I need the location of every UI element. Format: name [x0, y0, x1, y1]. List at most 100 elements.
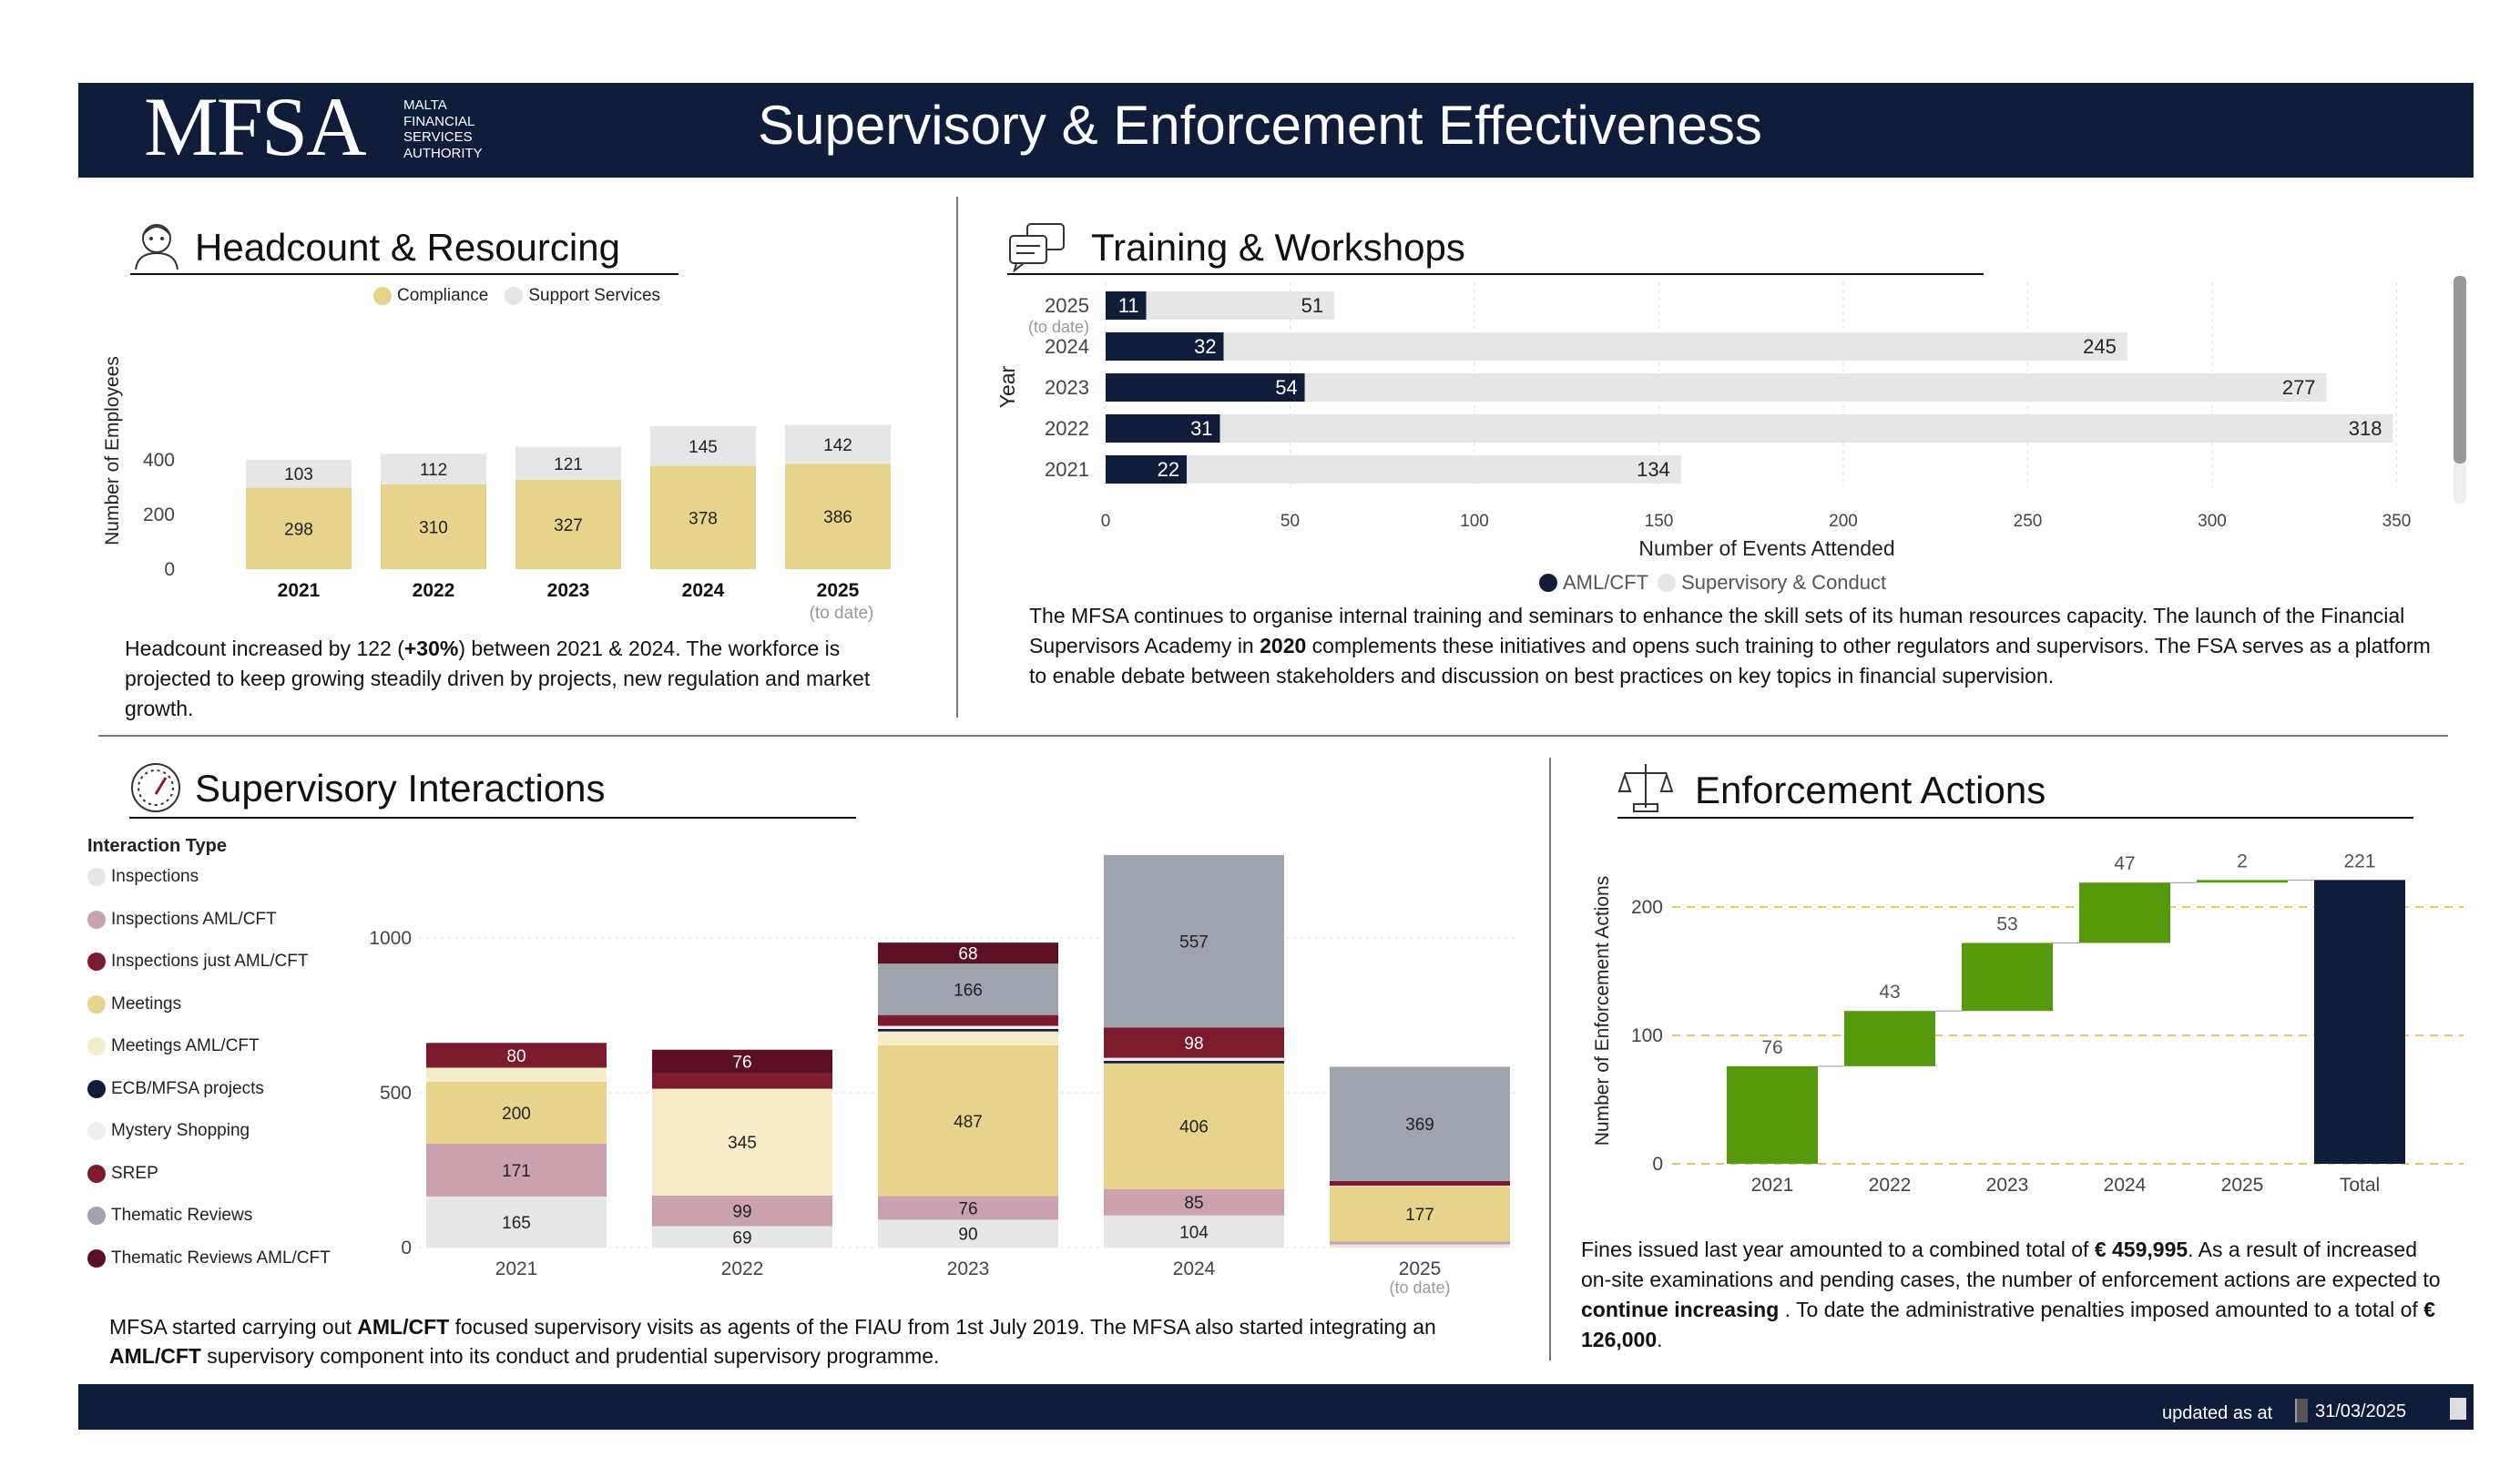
x-tick-label: 200: [1829, 512, 1858, 531]
para-bold: +30%: [403, 637, 459, 660]
data-label: 69: [732, 1228, 751, 1248]
bar-segment: [878, 1025, 1058, 1029]
bar-segment: [426, 1067, 607, 1082]
x-tick-label: 2024: [682, 580, 725, 601]
data-label: 76: [732, 1054, 751, 1073]
data-label: 310: [419, 519, 448, 538]
bar-segment: [652, 1088, 832, 1196]
data-label: 165: [502, 1214, 531, 1233]
x-tick-label: 2023: [947, 1258, 990, 1279]
para-bold: AML/CFT: [109, 1344, 201, 1368]
bar-segment: [652, 1195, 832, 1227]
x-tick-label: 2021: [495, 1258, 538, 1279]
x-tick-label: 2025: [2221, 1175, 2264, 1196]
x-tick-label: 2022: [721, 1258, 764, 1279]
data-label: 166: [954, 981, 983, 1000]
interactions-chart: 0 500 1000 165 171 200 80 2021 69 99 345 76 2022 90 76…: [369, 854, 1516, 1297]
bar-segment: [652, 1049, 832, 1074]
data-label: 90: [958, 1226, 977, 1245]
logo-sub-line: MALTA: [403, 97, 447, 113]
page-title: Supervisory & Enforcement Effectiveness: [758, 95, 1762, 156]
logo-sub-line: AUTHORITY: [403, 145, 483, 161]
legend-label: Meetings: [111, 993, 182, 1014]
x-tick-label: Total: [2340, 1175, 2380, 1196]
bar-segment: [1304, 373, 2327, 402]
legend-label: Mystery Shopping: [111, 1121, 250, 1140]
data-label: 345: [728, 1134, 757, 1153]
para-text: ) between 2021 & 2024. The workforce is …: [125, 637, 871, 720]
bar-segment: [1330, 1187, 1510, 1242]
y-axis-label: Number of Enforcement Actions: [1592, 876, 1613, 1146]
bar-segment: [1330, 1186, 1510, 1187]
data-label: 327: [554, 516, 583, 535]
legend-dot: [1658, 574, 1677, 592]
bar-segment: [246, 487, 352, 569]
chart-scrollbar-thumb[interactable]: [2454, 276, 2466, 464]
bar-segment: [878, 963, 1058, 1015]
legend-item: Meetings AML/CFT: [87, 1036, 260, 1056]
data-label: 98: [1184, 1034, 1203, 1054]
legend-label: SREP: [111, 1163, 158, 1183]
legend-dot: [87, 868, 106, 886]
enforcement-chart: Number of Enforcement Actions 0 100 200 76 20…: [1592, 851, 2464, 1196]
data-label: 134: [1637, 458, 1670, 481]
y-tick-label: 400: [143, 450, 175, 471]
x-tick-label: 300: [2198, 512, 2227, 531]
x-tick-label: 100: [1460, 512, 1489, 531]
y-tick-label: 0: [401, 1238, 412, 1258]
legend-dot: [87, 1079, 106, 1098]
legend-item: ECB/MFSA projects: [87, 1079, 264, 1099]
para-bold: € 459,995: [2094, 1238, 2188, 1261]
data-label: 103: [284, 465, 313, 484]
legend-label: Meetings AML/CFT: [111, 1036, 260, 1055]
bar-segment: [650, 426, 756, 466]
para-text: complements these initiatives and opens …: [1029, 634, 2431, 688]
legend-label: AML/CFT: [1563, 571, 1649, 594]
bar-segment: [1106, 332, 1224, 361]
bar-segment: [246, 459, 352, 488]
x-axis-label: Number of Events Attended: [1638, 536, 1894, 560]
bar-segment: [515, 479, 621, 569]
waterfall-bar: [1962, 942, 2053, 1012]
vertical-divider: [956, 197, 958, 718]
vertical-divider: [1549, 758, 1551, 1360]
data-label: 47: [2114, 853, 2135, 874]
interactions-paragraph: MFSA started carrying out AML/CFT focuse…: [109, 1312, 1530, 1370]
bar-segment: [381, 453, 486, 484]
updated-date: 31/03/2025: [2315, 1401, 2407, 1421]
legend-label: ECB/MFSA projects: [111, 1078, 264, 1098]
bar-segment: [1104, 1060, 1284, 1064]
waterfall-bar: [1844, 1011, 1935, 1066]
y-tick-label: 200: [143, 504, 175, 525]
bar-segment: [652, 1226, 832, 1248]
title-underline: [129, 817, 856, 819]
legend-label: Inspections just AML/CFT: [111, 952, 309, 971]
data-label: 121: [554, 455, 583, 474]
legend-label: Supervisory & Conduct: [1681, 571, 1887, 594]
legend-dot: [1539, 574, 1557, 592]
bar-segment: [426, 1143, 607, 1197]
data-label: 22: [1158, 458, 1179, 481]
bar-segment: [515, 446, 621, 480]
legend-label: Compliance: [397, 286, 489, 305]
data-label: 298: [284, 520, 313, 539]
expand-icon[interactable]: [2450, 1398, 2466, 1420]
legend-item: Inspections just AML/CFT: [87, 952, 308, 972]
title-underline: [130, 273, 678, 275]
x-tick-label: 2024: [2104, 1175, 2147, 1196]
logo-sub-line: SERVICES: [403, 129, 473, 145]
data-label: 99: [732, 1203, 751, 1222]
waterfall-bar: [2079, 882, 2170, 943]
x-tick-label: 250: [2014, 512, 2043, 531]
legend-dot: [87, 1248, 106, 1268]
legend-item: Thematic Reviews: [87, 1206, 252, 1226]
bar-segment: [878, 1219, 1058, 1248]
y-tick-label: 200: [1631, 897, 1663, 918]
bar-segment: [1104, 1063, 1284, 1189]
x-tick-label: 350: [2382, 512, 2412, 531]
bar-segment: [426, 1196, 607, 1248]
x-tick-label: 2025: [1399, 1258, 1442, 1279]
data-label: 221: [2343, 851, 2375, 871]
legend-item: Inspections: [87, 867, 199, 887]
data-label: 142: [823, 436, 852, 455]
